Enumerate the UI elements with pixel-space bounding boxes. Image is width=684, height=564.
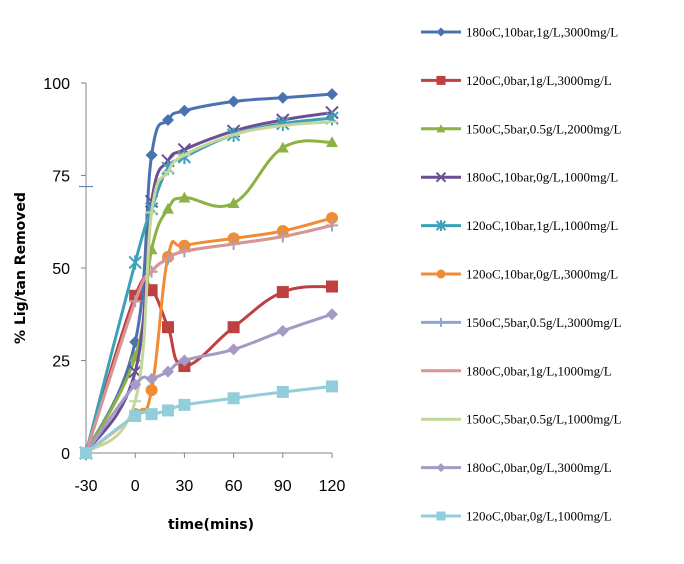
- data-point: [178, 398, 191, 411]
- data-point: [276, 286, 289, 299]
- data-point: [162, 202, 174, 214]
- legend-swatch-marker: [436, 27, 446, 37]
- legend-entry: 150oC,5bar,0.5g/L,3000mg/L: [421, 315, 622, 330]
- data-point: [326, 280, 338, 293]
- data-point: [227, 343, 240, 356]
- data-point: [178, 354, 191, 367]
- series-7: [80, 219, 338, 459]
- x-tick-label: 60: [225, 478, 243, 495]
- legend: 180oC,10bar,1g/L,3000mg/L 120oC,0bar,1g/L…: [421, 25, 622, 524]
- data-point: [276, 324, 289, 337]
- legend-swatch-marker: [436, 317, 446, 327]
- data-point: [227, 392, 240, 405]
- series-8: [80, 223, 338, 454]
- legend-entry: 150oC,5bar,0.5g/L,2000mg/L: [421, 121, 622, 136]
- data-point: [326, 212, 338, 225]
- data-point: [145, 284, 158, 297]
- data-point: [326, 136, 338, 147]
- data-point: [276, 91, 289, 104]
- series-3: [80, 136, 338, 458]
- data-point: [128, 255, 142, 270]
- legend-swatch-marker: [435, 171, 447, 183]
- y-tick-label: 50: [52, 261, 70, 278]
- y-tick-label: 100: [43, 76, 70, 93]
- data-point: [129, 378, 142, 391]
- series-layer: [79, 88, 339, 461]
- legend-entry: 120oC,10bar,1g/L,1000mg/L: [421, 218, 618, 233]
- legend-entry: 180oC,0bar,0g/L,3000mg/L: [421, 460, 612, 475]
- data-point: [326, 308, 338, 321]
- data-point: [129, 410, 142, 422]
- data-point: [145, 384, 158, 397]
- data-point: [162, 114, 174, 126]
- legend-entry: 120oC,0bar,0g/L,1000mg/L: [421, 509, 612, 524]
- data-point: [227, 321, 240, 334]
- x-tick-label: 0: [131, 478, 140, 495]
- data-point: [326, 380, 338, 393]
- series-line: [84, 276, 333, 454]
- data-point: [162, 404, 174, 417]
- legend-swatch-marker: [436, 463, 446, 473]
- marker-stroke: [128, 364, 142, 379]
- data-point: [178, 104, 191, 117]
- legend-swatch-marker: [435, 220, 447, 231]
- legend-label: 120oC,10bar,1g/L,1000mg/L: [466, 218, 618, 233]
- series-6: [80, 212, 338, 459]
- x-tick-label: 90: [274, 478, 292, 495]
- legend-entry: 150oC,5bar,0.5g/L,1000mg/L: [421, 412, 622, 427]
- x-tick-label: 120: [319, 478, 346, 495]
- legend-label: 180oC,0bar,1g/L,1000mg/L: [466, 363, 612, 378]
- series-line: [84, 223, 333, 454]
- legend-entry: 120oC,0bar,1g/L,3000mg/L: [421, 73, 612, 88]
- data-point: [326, 88, 338, 101]
- data-point: [227, 197, 240, 209]
- data-point: [162, 365, 174, 378]
- data-point: [227, 95, 240, 108]
- data-point: [276, 385, 289, 398]
- legend-label: 120oC,0bar,0g/L,1000mg/L: [466, 509, 612, 524]
- legend-label: 180oC,10bar,1g/L,3000mg/L: [466, 25, 618, 40]
- data-point: [276, 141, 289, 153]
- legend-label: 150oC,5bar,0.5g/L,1000mg/L: [466, 412, 622, 427]
- y-axis-title: % Lig/tan Removed: [13, 192, 29, 344]
- legend-swatch-marker: [436, 511, 446, 521]
- legend-label: 150oC,5bar,0.5g/L,3000mg/L: [466, 315, 622, 330]
- series-11: [80, 380, 338, 459]
- y-tick-label: 75: [52, 169, 70, 186]
- y-tick-label: 0: [61, 446, 70, 463]
- legend-entry: 180oC,10bar,0g/L,1000mg/L: [421, 170, 618, 185]
- legend-swatch-marker: [436, 269, 446, 279]
- y-tick-label: 25: [52, 354, 70, 371]
- x-tick-label: 30: [176, 478, 194, 495]
- x-axis-title: time(mins): [168, 517, 254, 533]
- data-point: [80, 447, 92, 459]
- series-line: [85, 384, 333, 455]
- data-point: [162, 321, 174, 334]
- data-point: [145, 408, 158, 421]
- legend-swatch-marker: [436, 75, 446, 85]
- data-point: [276, 116, 290, 131]
- legend-label: 120oC,0bar,1g/L,3000mg/L: [466, 73, 612, 88]
- legend-label: 150oC,5bar,0.5g/L,2000mg/L: [466, 121, 622, 136]
- marker-stroke: [435, 171, 447, 183]
- legend-label: 120oC,10bar,0g/L,3000mg/L: [466, 267, 618, 282]
- legend-swatch-marker: [436, 124, 446, 133]
- x-tick-label: -30: [74, 478, 97, 495]
- legend-label: 180oC,0bar,0g/L,3000mg/L: [466, 460, 612, 475]
- data-point: [178, 191, 191, 203]
- legend-entry: 180oC,0bar,1g/L,1000mg/L: [421, 363, 612, 378]
- legend-entry: 180oC,10bar,1g/L,3000mg/L: [421, 25, 618, 40]
- legend-label: 180oC,10bar,0g/L,1000mg/L: [466, 170, 618, 185]
- data-point: [145, 149, 158, 162]
- legend-entry: 120oC,10bar,0g/L,3000mg/L: [421, 267, 618, 282]
- data-point: [145, 373, 158, 385]
